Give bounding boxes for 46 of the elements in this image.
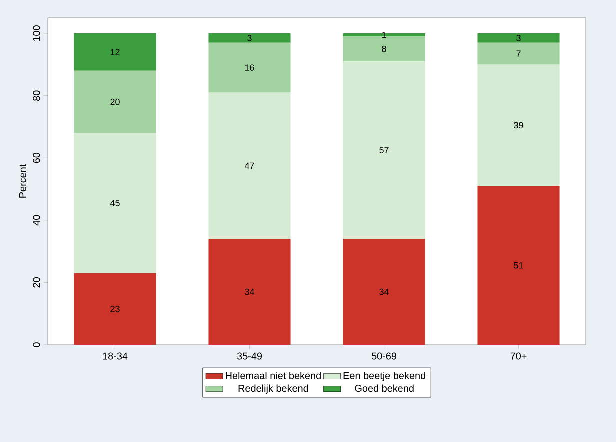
data-label: 3 [516, 35, 521, 42]
legend-label: Goed bekend [355, 384, 414, 392]
bar [478, 34, 560, 43]
bar [74, 273, 156, 345]
bar [74, 133, 156, 274]
y-tick-label: 0 [33, 342, 40, 348]
y-tick-label: 20 [33, 278, 40, 288]
data-label: 23 [110, 306, 120, 312]
bar [208, 239, 291, 345]
y-tick-label: 80 [33, 90, 40, 101]
y-axis-title: Percent [19, 164, 26, 198]
x-tick-label: 35-49 [237, 352, 262, 360]
bar [208, 42, 291, 93]
x-tick-label: 18-34 [103, 352, 128, 360]
bar [343, 239, 426, 345]
bar [478, 64, 560, 186]
data-label: 16 [245, 64, 254, 71]
data-label: 57 [380, 147, 389, 154]
data-label: 8 [382, 46, 386, 52]
y-tick-label: 100 [33, 26, 40, 42]
data-label: 3 [248, 35, 252, 42]
bar [74, 70, 156, 134]
data-label: 34 [380, 288, 389, 296]
data-label: 12 [110, 49, 120, 56]
bar [478, 42, 560, 65]
bar [208, 92, 291, 240]
data-label: 20 [110, 98, 120, 106]
bar [343, 36, 426, 62]
x-tick-label: 50-69 [372, 352, 397, 360]
data-label: 7 [516, 50, 521, 57]
bar [74, 34, 156, 71]
legend-label: Een beetje bekend [344, 372, 426, 382]
bar [343, 62, 426, 240]
data-label: 45 [110, 200, 120, 206]
bar [208, 34, 291, 43]
legend-label: Redelijk bekend [238, 384, 308, 394]
y-tick-label: 40 [33, 215, 40, 226]
bar [478, 186, 560, 345]
bar [343, 34, 426, 37]
data-label: 39 [514, 122, 524, 129]
x-tick-label: 70+ [510, 352, 527, 360]
legend-label: Helemaal niet bekend [226, 372, 321, 380]
data-label: 51 [514, 262, 524, 269]
data-label: 47 [244, 162, 254, 169]
y-tick-label: 60 [33, 152, 40, 164]
data-label: 34 [245, 288, 254, 296]
